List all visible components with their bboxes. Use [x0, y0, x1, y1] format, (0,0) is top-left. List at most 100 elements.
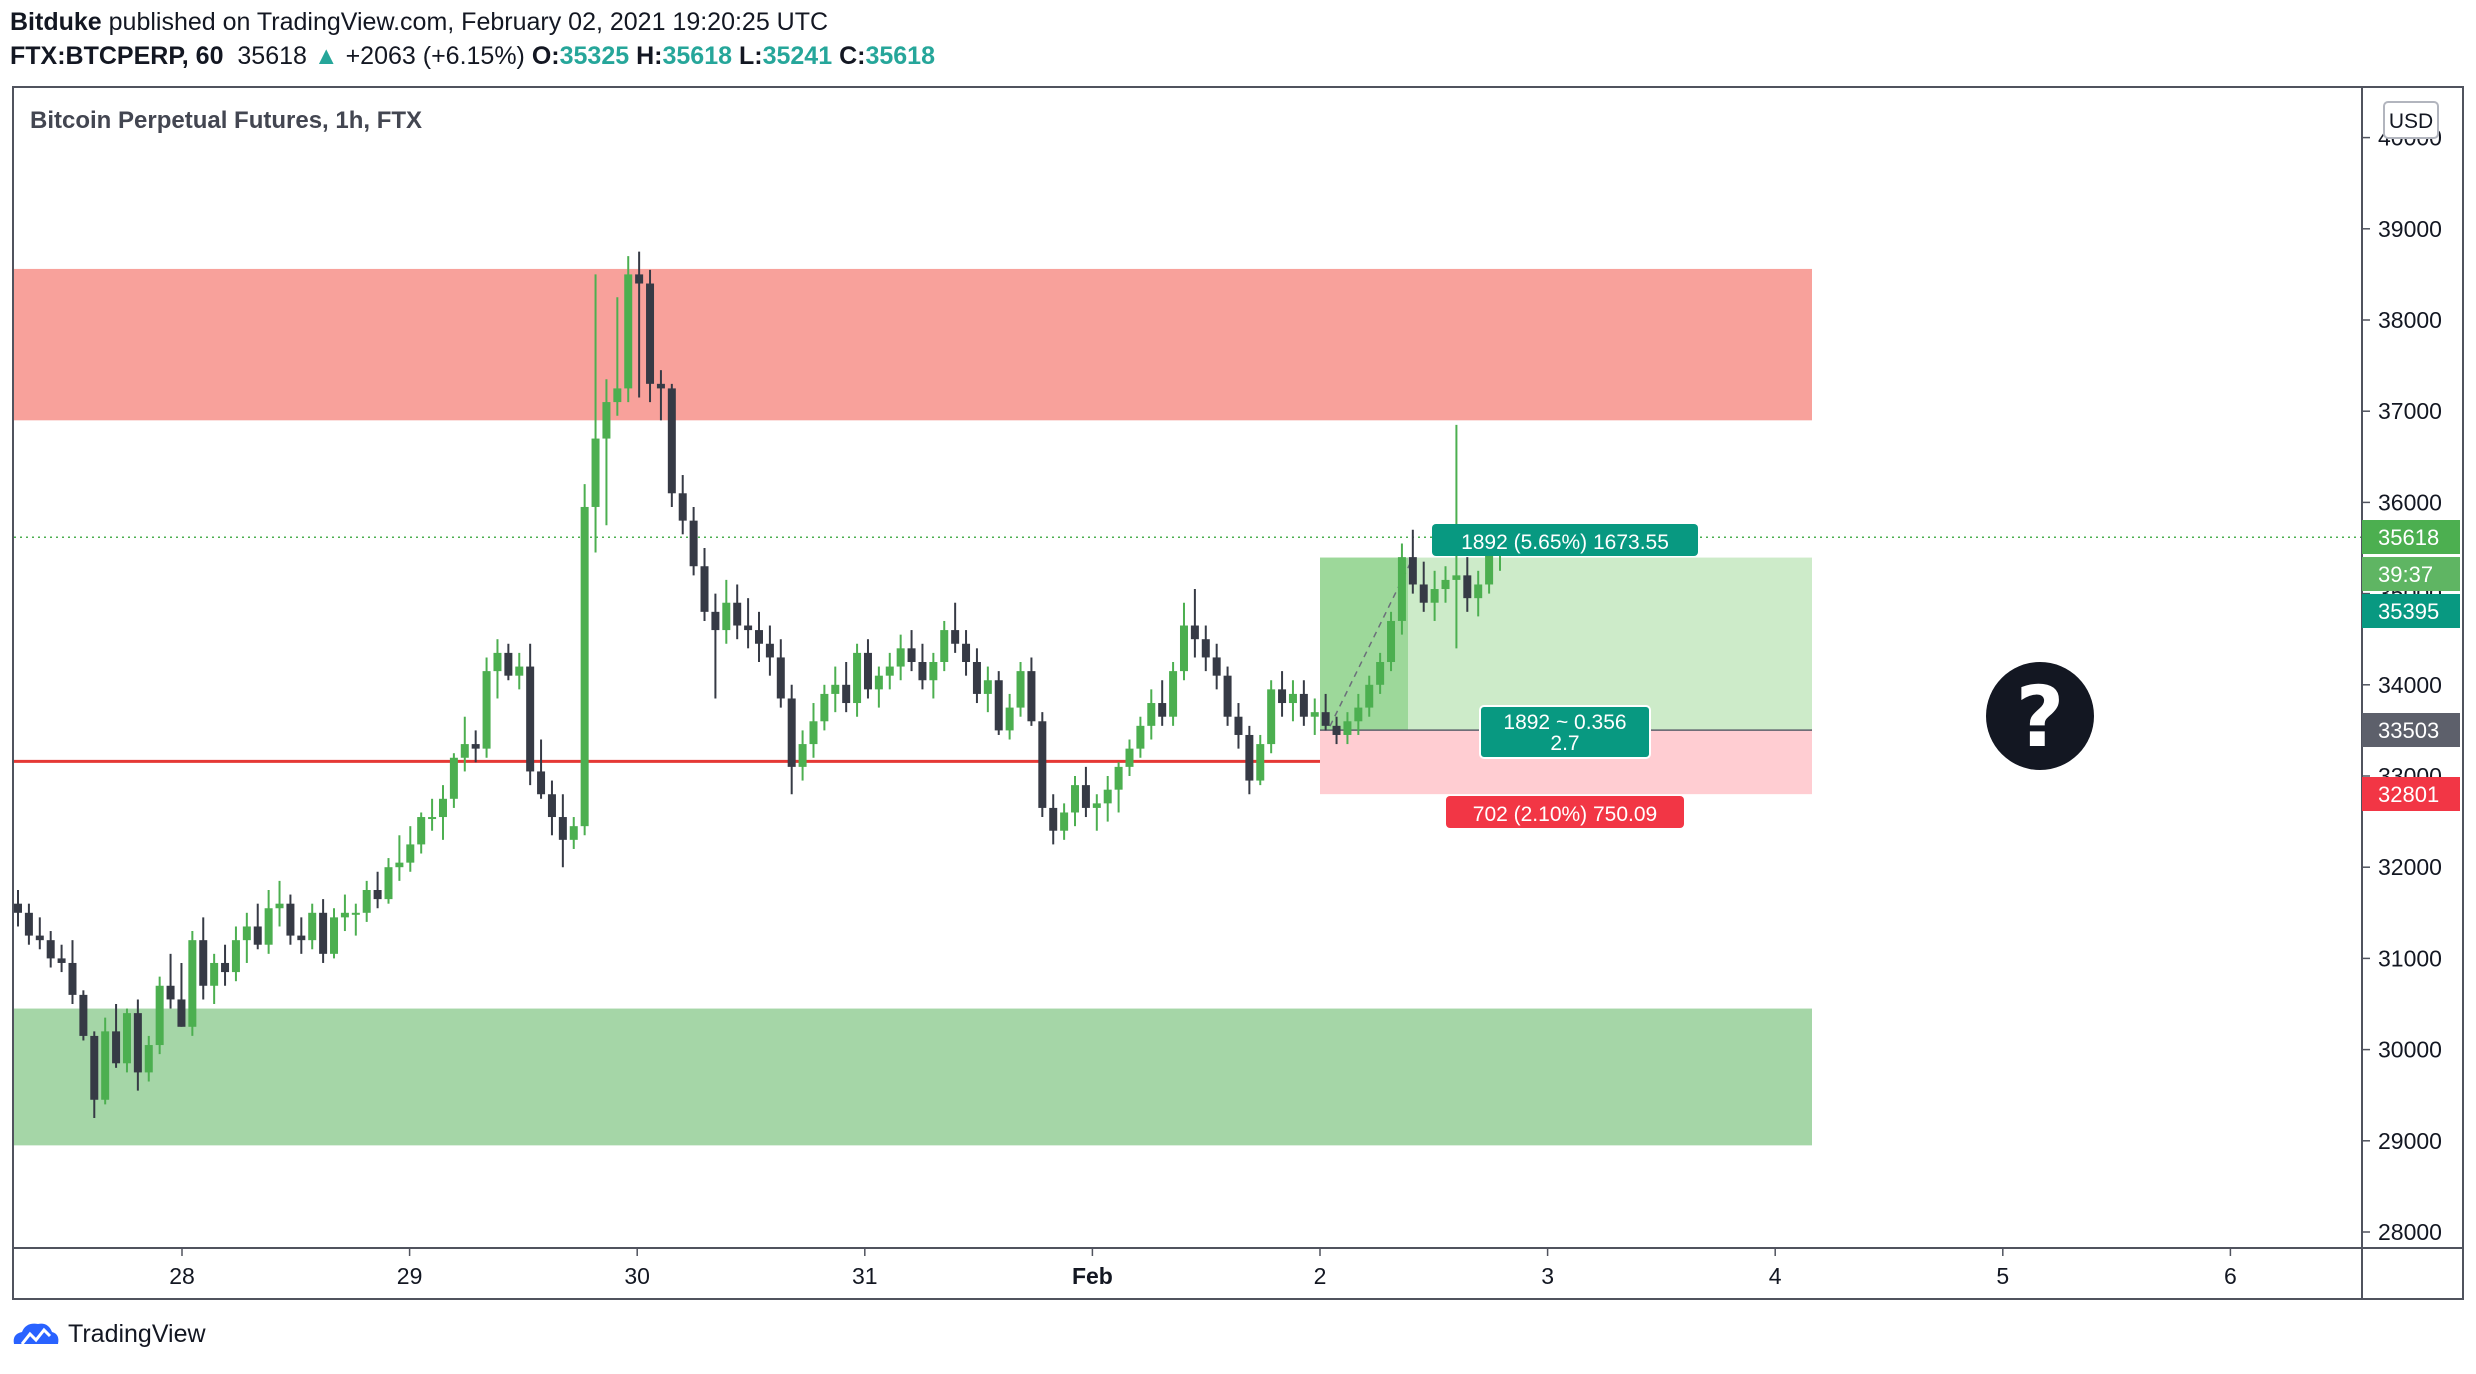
price-label[interactable]: 39:37 — [2362, 557, 2460, 591]
price-label-bg — [2362, 777, 2460, 811]
open-label: O: — [531, 42, 560, 70]
svg-text:?: ? — [2016, 668, 2065, 766]
candle-body — [57, 958, 66, 963]
ohlc-line: FTX:BTCPERP, 60 35618 ▲ +2063 (+6.15%) O… — [10, 42, 935, 71]
candle-body — [46, 940, 55, 959]
target-info-box[interactable]: 1892 (5.65%) 1673.55 — [1432, 524, 1698, 556]
candle-body — [79, 994, 88, 1036]
price-label[interactable]: 35395 — [2362, 594, 2460, 628]
candle-body — [1365, 684, 1374, 708]
y-tick-label: 39000 — [2378, 216, 2442, 242]
candle-body — [787, 698, 796, 767]
candle-body — [35, 935, 44, 941]
price-label-bg — [2362, 557, 2460, 591]
candle-body — [940, 630, 949, 662]
candle-body — [907, 648, 916, 662]
candle-body — [547, 794, 556, 818]
candle-body — [1005, 707, 1014, 731]
candle-body — [678, 493, 687, 521]
x-tick-label: 5 — [1996, 1263, 2009, 1289]
candle-body — [1201, 639, 1210, 658]
candle-body — [319, 912, 328, 954]
x-tick-label: 29 — [397, 1263, 423, 1289]
candle-body — [395, 862, 404, 868]
candle-body — [820, 693, 829, 722]
candle-body — [449, 757, 458, 799]
chart-frame — [12, 86, 2464, 1300]
tradingview-logo-icon[interactable] — [10, 1318, 62, 1350]
ratio-info-text-2: 2.7 — [1550, 732, 1579, 755]
footer-brand[interactable]: TradingView — [68, 1319, 206, 1348]
resistance-zone[interactable] — [14, 268, 1812, 421]
candle-body — [635, 274, 644, 284]
y-tick-label: 29000 — [2378, 1128, 2442, 1154]
candle-body — [275, 903, 284, 909]
ratio-info-bg — [1479, 705, 1651, 759]
candle-body — [417, 817, 426, 845]
y-tick-label: 36000 — [2378, 489, 2442, 515]
candle-body — [1136, 725, 1145, 749]
x-tick-label: 28 — [169, 1263, 195, 1289]
candle-body — [755, 630, 763, 644]
price-label-text: 39:37 — [2378, 562, 2433, 587]
candle-body — [253, 926, 262, 945]
candle-body — [1158, 703, 1167, 717]
candle-body — [308, 912, 317, 941]
candle-body — [863, 652, 872, 690]
candle-body — [1321, 712, 1330, 726]
close-value: 35618 — [865, 42, 935, 70]
candle-body — [1485, 552, 1494, 585]
high-label: H: — [636, 42, 663, 70]
candle-body — [493, 652, 502, 672]
candle-body — [133, 1013, 142, 1073]
candle-body — [853, 652, 862, 704]
candle-body — [504, 652, 513, 676]
x-tick-label: 30 — [624, 1263, 650, 1289]
candle-body — [700, 566, 709, 612]
candle-body — [188, 940, 197, 1027]
candle-body — [1408, 557, 1417, 585]
candle-body — [460, 744, 469, 758]
candle-body — [351, 912, 360, 915]
candle-body — [1267, 689, 1276, 745]
chart-title: Bitcoin Perpetual Futures, 1h, FTX — [30, 107, 422, 134]
candle-body — [242, 926, 251, 941]
high-value: 35618 — [662, 42, 733, 70]
question-circle-icon: ? — [1986, 662, 2094, 770]
candle-body — [1103, 789, 1112, 804]
x-tick-label: 31 — [852, 1263, 878, 1289]
stop-info-text: 702 (2.10%) 750.09 — [1473, 803, 1657, 826]
candle-body — [199, 940, 208, 986]
footer: TradingView — [10, 1318, 206, 1350]
candle-body — [1256, 744, 1265, 781]
stop-info-box[interactable]: 702 (2.10%) 750.09 — [1446, 796, 1684, 828]
y-tick-label: 30000 — [2378, 1037, 2442, 1063]
price-label[interactable]: 35618 — [2362, 520, 2460, 554]
support-zone[interactable] — [14, 1008, 1812, 1146]
author-name[interactable]: Bitduke — [10, 8, 102, 36]
up-arrow-icon: ▲ — [313, 42, 339, 70]
x-tick-label: 6 — [2224, 1263, 2237, 1289]
open-value: 35325 — [559, 42, 630, 70]
candle-body — [580, 506, 589, 827]
price-label[interactable]: 32801 — [2362, 777, 2460, 811]
y-tick-label: 37000 — [2378, 398, 2442, 424]
change-value: +2063 (+6.15%) — [345, 42, 525, 70]
y-tick-label: 34000 — [2378, 672, 2442, 698]
usd-button[interactable]: USD — [2383, 101, 2439, 139]
usd-button-bg[interactable] — [2383, 101, 2439, 139]
candle-body — [297, 935, 306, 941]
candle-body — [765, 643, 774, 658]
price-label[interactable]: 33503 — [2362, 713, 2460, 747]
candle-body — [1234, 716, 1243, 735]
candle-body — [1376, 662, 1385, 685]
candle-body — [744, 625, 753, 631]
low-label: L: — [738, 42, 763, 70]
stop-info-bg — [1446, 796, 1684, 828]
candle-body — [689, 520, 698, 567]
candle-body — [1430, 589, 1439, 603]
candle-body — [428, 817, 437, 820]
usd-button-label[interactable]: USD — [2389, 110, 2433, 133]
